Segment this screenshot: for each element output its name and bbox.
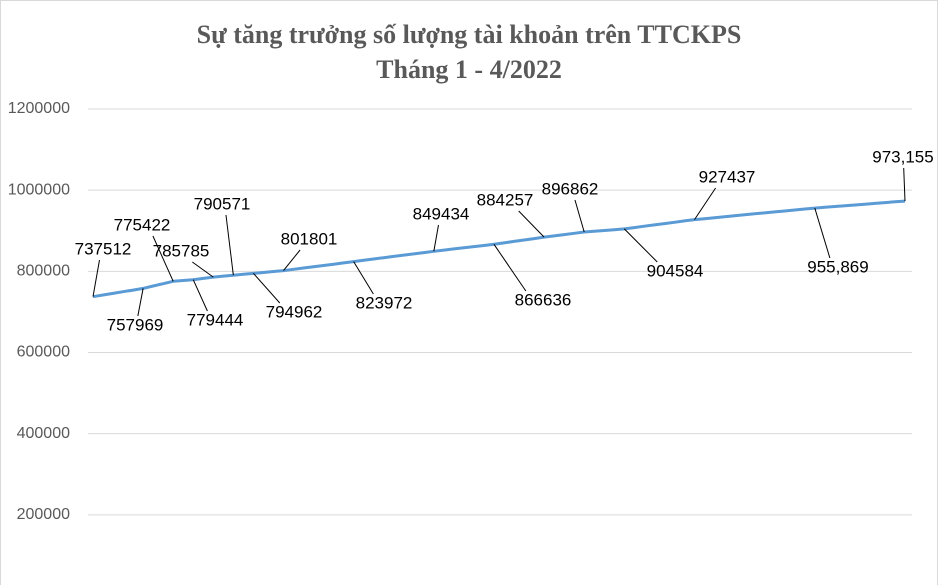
data-label: 849434 [413,204,470,223]
chart-subtitle: Tháng 1 - 4/2022 [376,55,562,84]
leader-line [192,261,214,278]
y-tick-label: 1000000 [8,181,70,198]
data-label: 866636 [515,290,572,309]
y-tick-label: 1200000 [8,100,70,117]
leader-line [903,167,906,202]
leader-line [623,228,658,263]
leader-line [137,288,144,317]
data-label: 884257 [477,190,534,209]
leader-line [814,207,831,259]
leader-line [225,214,234,276]
data-label: 973,155 [872,147,933,166]
leader-line [283,249,301,271]
leader-line [152,235,174,282]
data-label: 904584 [647,261,704,280]
data-label: 737512 [75,239,132,258]
data-label: 801801 [281,229,338,248]
data-line [92,199,906,299]
leader-line [353,261,374,295]
data-label: 790571 [194,194,251,213]
data-label: 785785 [153,241,210,260]
leader-line [518,210,545,238]
leader-line [433,224,439,252]
data-label: 779444 [187,310,244,329]
data-label: 775422 [114,215,171,234]
leader-line [253,273,281,304]
data-label: 757969 [107,315,164,334]
y-tick-label: 400000 [17,425,70,442]
y-tick-label: 800000 [17,263,70,280]
leader-line [694,187,717,220]
leader-line [92,259,100,297]
data-label: 823972 [356,293,413,312]
data-label: 927437 [699,167,756,186]
leader-line [192,279,208,312]
leader-line [574,199,585,233]
data-label: 955,869 [807,257,868,276]
data-label: 794962 [266,302,323,321]
chart-title: Sự tăng trưởng số lượng tài khoản trên T… [197,20,742,49]
data-label: 896862 [542,179,599,198]
y-tick-label: 200000 [17,506,70,523]
leader-line [493,244,527,292]
y-tick-label: 600000 [17,344,70,361]
